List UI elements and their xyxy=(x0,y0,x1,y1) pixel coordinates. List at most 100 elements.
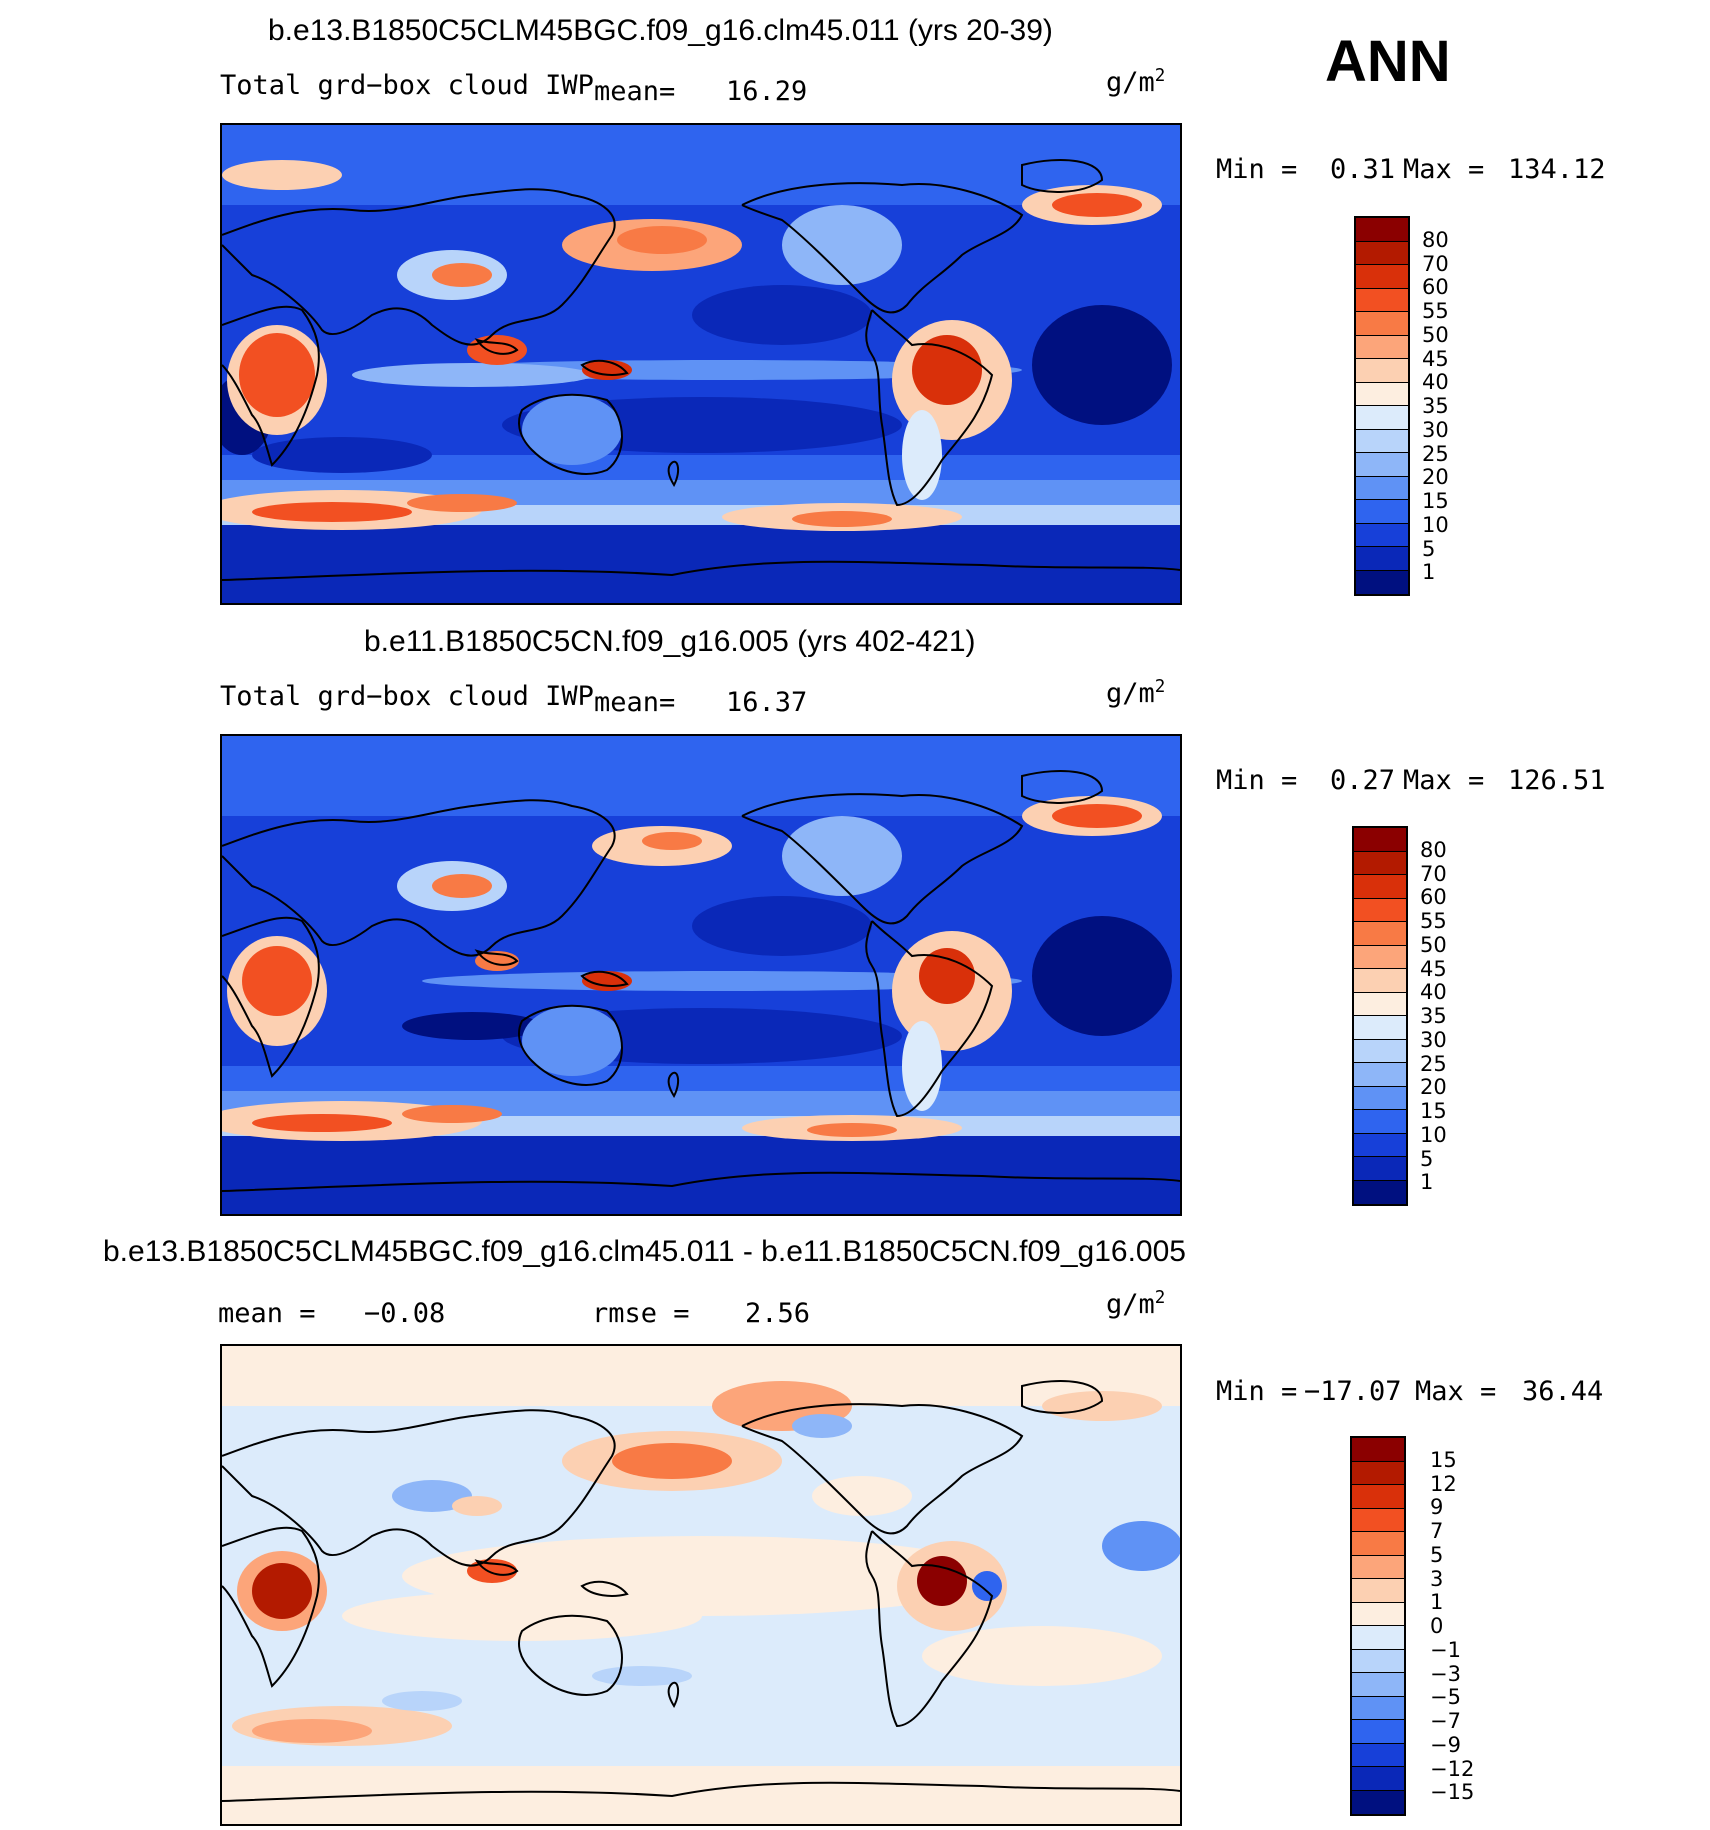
colorbar-swatch xyxy=(1352,1767,1404,1791)
panel-1-colorbar xyxy=(1354,216,1410,596)
colorbar-swatch xyxy=(1354,828,1406,852)
colorbar-tick-label: 1 xyxy=(1420,1170,1434,1195)
panel-2-map-svg xyxy=(222,736,1180,1214)
colorbar-tick-label: 55 xyxy=(1420,909,1447,933)
colorbar-swatch xyxy=(1356,218,1408,242)
panel-3-map-svg xyxy=(222,1346,1180,1824)
colorbar-swatch xyxy=(1356,359,1408,383)
colorbar-swatch xyxy=(1352,1626,1404,1650)
panel-3-mean-value: −0.08 xyxy=(364,1298,446,1329)
colorbar-tick-label: 15 xyxy=(1422,489,1449,513)
colorbar-swatch xyxy=(1354,1157,1406,1181)
colorbar-swatch xyxy=(1354,851,1406,875)
colorbar-tick-label: 7 xyxy=(1430,1519,1444,1543)
colorbar-swatch xyxy=(1356,335,1408,359)
colorbar-tick-label: 20 xyxy=(1420,1075,1447,1100)
colorbar-swatch xyxy=(1356,570,1408,594)
colorbar-tick-label: 50 xyxy=(1422,322,1449,347)
colorbar-swatch xyxy=(1352,1673,1404,1697)
colorbar-tick-label: 70 xyxy=(1422,251,1449,276)
colorbar-swatch xyxy=(1352,1508,1404,1532)
colorbar-swatch xyxy=(1354,1016,1406,1040)
colorbar-swatch xyxy=(1354,1133,1406,1157)
colorbar-tick-label: 5 xyxy=(1430,1542,1444,1567)
colorbar-tick-label: 80 xyxy=(1420,837,1447,862)
colorbar-tick-label: 45 xyxy=(1422,346,1449,371)
colorbar-swatch xyxy=(1352,1743,1404,1767)
colorbar-swatch xyxy=(1354,992,1406,1016)
colorbar-swatch xyxy=(1356,500,1408,524)
panel-1-map-svg xyxy=(222,125,1180,603)
colorbar-swatch xyxy=(1352,1790,1404,1814)
panel-2-mean-value: 16.37 xyxy=(726,687,808,718)
colorbar-swatch xyxy=(1352,1461,1404,1485)
colorbar-swatch xyxy=(1352,1696,1404,1720)
colorbar-tick-label: 50 xyxy=(1420,932,1447,957)
colorbar-tick-label: 80 xyxy=(1422,227,1449,252)
colorbar-tick-label: 70 xyxy=(1420,861,1447,886)
panel-2-map xyxy=(220,734,1182,1216)
panel-2-colorbar xyxy=(1352,826,1408,1206)
colorbar-swatch xyxy=(1356,312,1408,336)
panel-2-max-value: 126.51 xyxy=(1508,765,1606,796)
panel-2-min-label: Min = xyxy=(1216,765,1298,796)
colorbar-swatch xyxy=(1354,922,1406,946)
colorbar-swatch xyxy=(1356,382,1408,406)
panel-3-rmse-value: 2.56 xyxy=(745,1298,811,1329)
colorbar-swatch xyxy=(1354,898,1406,922)
colorbar-tick-label: 60 xyxy=(1422,275,1449,300)
colorbar-tick-label: 30 xyxy=(1422,417,1449,442)
colorbar-tick-label: −7 xyxy=(1430,1709,1461,1733)
panel-2-mean-label: mean= xyxy=(594,687,676,718)
colorbar-tick-label: 40 xyxy=(1420,980,1447,1005)
panel-3-units: g/m2 xyxy=(1106,1288,1166,1320)
colorbar-tick-label: 5 xyxy=(1422,536,1436,561)
panel-3-colorbar xyxy=(1350,1436,1406,1816)
colorbar-tick-label: −9 xyxy=(1430,1732,1461,1757)
panel-2-title: b.e11.B1850C5CN.f09_g16.005 (yrs 402-421… xyxy=(364,625,976,658)
colorbar-tick-label: 15 xyxy=(1430,1447,1457,1472)
colorbar-swatch xyxy=(1354,945,1406,969)
colorbar-swatch xyxy=(1352,1438,1404,1462)
panel-1-variable: Total grd−box cloud IWP xyxy=(220,70,594,101)
panel-3-map xyxy=(220,1344,1182,1826)
colorbar-tick-label: 40 xyxy=(1422,370,1449,395)
colorbar-tick-label: −1 xyxy=(1430,1637,1461,1662)
colorbar-tick-label: 20 xyxy=(1422,465,1449,490)
colorbar-swatch xyxy=(1356,406,1408,430)
colorbar-swatch xyxy=(1356,547,1408,571)
colorbar-tick-label: 35 xyxy=(1420,1004,1447,1028)
colorbar-swatch xyxy=(1356,429,1408,453)
panel-1-min-label: Min = xyxy=(1216,154,1298,185)
panel-1-max-value: 134.12 xyxy=(1508,154,1606,185)
colorbar-swatch xyxy=(1352,1485,1404,1509)
colorbar-swatch xyxy=(1352,1720,1404,1744)
colorbar-swatch xyxy=(1352,1555,1404,1579)
colorbar-tick-label: 45 xyxy=(1420,956,1447,981)
colorbar-swatch xyxy=(1356,523,1408,547)
colorbar-swatch xyxy=(1356,265,1408,289)
panel-2-max-label: Max = xyxy=(1403,765,1485,796)
colorbar-tick-label: 15 xyxy=(1420,1099,1447,1123)
colorbar-tick-label: −12 xyxy=(1430,1756,1475,1781)
colorbar-tick-label: 5 xyxy=(1420,1146,1434,1171)
colorbar-swatch xyxy=(1352,1532,1404,1556)
colorbar-swatch xyxy=(1354,969,1406,993)
panel-3-max-label: Max = xyxy=(1415,1376,1497,1407)
colorbar-tick-label: 12 xyxy=(1430,1471,1457,1496)
panel-1-min-value: 0.31 xyxy=(1330,154,1396,185)
colorbar-swatch xyxy=(1354,1039,1406,1063)
colorbar-swatch xyxy=(1354,1086,1406,1110)
panel-3-title: b.e13.B1850C5CLM45BGC.f09_g16.clm45.011 … xyxy=(103,1235,1186,1268)
colorbar-swatch xyxy=(1352,1579,1404,1603)
colorbar-tick-label: 3 xyxy=(1430,1566,1444,1591)
colorbar-tick-label: −15 xyxy=(1430,1780,1475,1805)
colorbar-swatch xyxy=(1352,1649,1404,1673)
colorbar-tick-label: 10 xyxy=(1422,512,1449,537)
colorbar-swatch xyxy=(1356,476,1408,500)
panel-3-mean-label: mean = xyxy=(218,1298,316,1329)
colorbar-swatch xyxy=(1354,1180,1406,1204)
colorbar-tick-label: −5 xyxy=(1430,1685,1461,1710)
panel-1-map xyxy=(220,123,1182,605)
panel-1-mean-value: 16.29 xyxy=(726,76,808,107)
